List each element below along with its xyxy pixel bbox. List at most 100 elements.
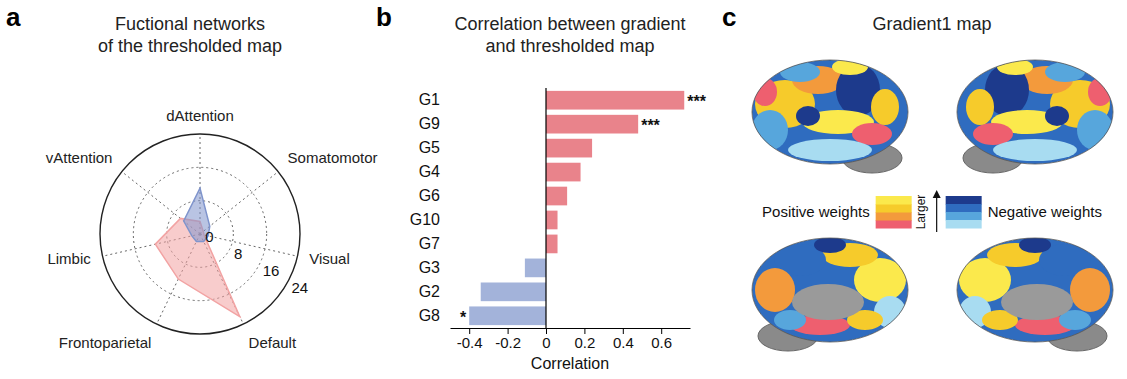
tick-label: G1 xyxy=(419,91,440,108)
cortex-patch xyxy=(993,139,1077,161)
tick-label: G3 xyxy=(419,259,440,276)
annotation: *** xyxy=(687,93,706,110)
tick: 0.2 xyxy=(574,328,595,351)
category-label: Frontoparietal xyxy=(59,334,152,351)
tick: G3 xyxy=(419,259,440,276)
category-label: dAttention xyxy=(166,107,234,124)
bar xyxy=(546,115,638,134)
cortex-outline xyxy=(957,60,1113,164)
cortex-base xyxy=(752,60,908,164)
tick-label: G10 xyxy=(410,211,440,228)
legend-swatch xyxy=(946,204,982,213)
category-label: Somatomotor xyxy=(288,149,378,166)
panel-label: c xyxy=(722,2,736,32)
tick-label: G6 xyxy=(419,187,440,204)
tick-label: G5 xyxy=(419,139,440,156)
cortex xyxy=(752,59,908,164)
tick-label: 0 xyxy=(205,228,213,245)
tick-label: 0.6 xyxy=(651,334,672,351)
tick: 0.4 xyxy=(613,328,634,351)
tick: G4 xyxy=(419,163,440,180)
annotation: * xyxy=(460,309,467,326)
scale-label: Larger xyxy=(914,195,928,230)
brain-view xyxy=(752,59,908,173)
legend-swatch xyxy=(946,220,982,229)
tick-label: -0.2 xyxy=(495,334,521,351)
axis-title: Correlation xyxy=(531,355,609,372)
tick-label: 8 xyxy=(234,245,242,262)
tick: -0.4 xyxy=(457,328,483,351)
brain-view xyxy=(752,237,908,351)
chart-title: Fuctional networks xyxy=(115,14,265,34)
bar xyxy=(469,306,546,325)
tick: -0.2 xyxy=(495,328,521,351)
cortex-patch xyxy=(852,123,892,145)
category-label: Visual xyxy=(309,250,350,267)
medial-wall xyxy=(1001,284,1073,320)
tick: G9 xyxy=(419,115,440,132)
cortex-patch xyxy=(1045,62,1085,82)
cortex-patch xyxy=(788,139,872,161)
grid-spoke xyxy=(200,172,278,234)
chart-title: and thresholded map xyxy=(485,36,654,56)
tick: 0 xyxy=(542,328,550,351)
legend-label: Positive weights xyxy=(762,203,870,220)
cortex-patch xyxy=(1088,78,1112,106)
cortex-patch xyxy=(1070,268,1110,312)
tick: G10 xyxy=(410,211,440,228)
cortex-base xyxy=(752,238,908,342)
bar xyxy=(546,139,592,158)
legend-label: Negative weights xyxy=(988,203,1102,220)
medial-wall xyxy=(792,284,864,320)
cortex-outline xyxy=(957,238,1113,342)
cortex-patch xyxy=(1045,106,1069,126)
cortex-patch xyxy=(1019,237,1051,253)
tick-label: G7 xyxy=(419,235,440,252)
tick-label: G8 xyxy=(419,307,440,324)
legend-swatch xyxy=(876,220,912,229)
legend-swatch xyxy=(946,212,982,221)
cortex-base xyxy=(957,238,1113,342)
radar-series xyxy=(155,188,239,316)
tick-label: 24 xyxy=(292,279,309,296)
cortex-patch xyxy=(973,123,1013,145)
zero-line xyxy=(545,88,546,328)
cortex-patch xyxy=(780,62,820,82)
bar xyxy=(546,235,558,254)
tick: G5 xyxy=(419,139,440,156)
grid-ring xyxy=(100,134,300,334)
annotation: *** xyxy=(641,117,660,134)
bar xyxy=(546,163,581,182)
brain-panel: cGradient1 mapPositive weightsNegative w… xyxy=(722,2,1113,351)
brain-view xyxy=(957,237,1113,351)
cortex-patch xyxy=(871,89,899,125)
bar xyxy=(546,91,684,110)
cortex-outline xyxy=(752,238,908,342)
cortex xyxy=(957,237,1113,342)
panel-label: a xyxy=(6,2,21,32)
bar xyxy=(525,259,546,278)
category-label: Limbic xyxy=(47,250,91,267)
tick-label: G2 xyxy=(419,283,440,300)
tick-label: G9 xyxy=(419,115,440,132)
cortex xyxy=(957,59,1113,164)
bar xyxy=(546,187,567,206)
tick: 0.6 xyxy=(651,328,672,351)
cortex-patch xyxy=(755,268,795,312)
tick: G1 xyxy=(419,91,440,108)
bars xyxy=(469,91,684,325)
legend-swatch xyxy=(876,196,912,205)
tick-label: -0.4 xyxy=(457,334,483,351)
chart-title: of the thresholded map xyxy=(98,36,282,56)
tick-label: 0.2 xyxy=(574,334,595,351)
tick: G8 xyxy=(419,307,440,324)
panel-label: b xyxy=(376,2,392,32)
tick: G2 xyxy=(419,283,440,300)
cortex-patch xyxy=(1077,110,1113,150)
tick-label: 16 xyxy=(263,262,280,279)
category-label: vAttention xyxy=(46,149,113,166)
tick-label: 0 xyxy=(542,334,550,351)
cortex-outline xyxy=(752,60,908,164)
cortex-patch xyxy=(966,89,994,125)
x-axis: -0.4 -0.2 0 0.2 0.4 0.6 xyxy=(451,328,691,351)
